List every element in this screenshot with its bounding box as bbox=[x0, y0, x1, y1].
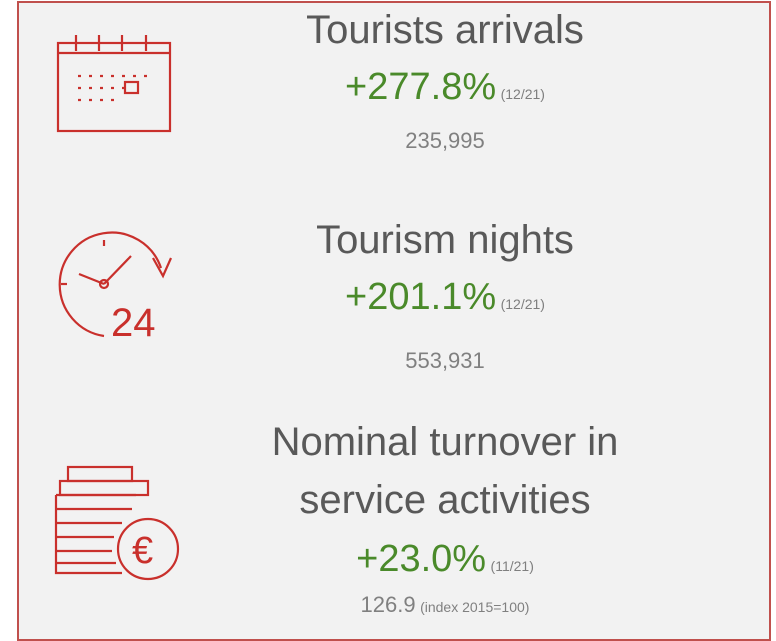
change-line: +277.8% (12/21) bbox=[230, 66, 660, 109]
period: (12/21) bbox=[500, 86, 545, 102]
change: +277.8% bbox=[345, 66, 497, 108]
value-line: 235,995 bbox=[230, 128, 660, 154]
clock-icon: 24 bbox=[58, 231, 173, 345]
value-line: 126.9 (index 2015=100) bbox=[230, 592, 660, 618]
change-line: +23.0% (11/21) bbox=[230, 538, 660, 581]
svg-text:24: 24 bbox=[111, 301, 156, 345]
value-line: 553,931 bbox=[230, 348, 660, 374]
change: +201.1% bbox=[345, 276, 497, 318]
change-line: +201.1% (12/21) bbox=[230, 276, 660, 319]
period: (12/21) bbox=[500, 296, 545, 312]
value: 235,995 bbox=[405, 128, 485, 153]
svg-text:€: € bbox=[132, 530, 153, 572]
note: (index 2015=100) bbox=[420, 599, 530, 615]
item-title: Tourism nights bbox=[316, 218, 574, 262]
calendar-icon bbox=[56, 35, 172, 133]
item-title: service activities bbox=[299, 478, 591, 522]
value: 126.9 bbox=[360, 592, 416, 617]
item-title: Tourists arrivals bbox=[306, 8, 584, 52]
coins-icon: € bbox=[54, 465, 180, 581]
period: (11/21) bbox=[490, 558, 534, 574]
value: 553,931 bbox=[405, 348, 485, 373]
item-title: Nominal turnover in bbox=[271, 420, 619, 464]
change: +23.0% bbox=[356, 538, 487, 580]
panel: 24 € bbox=[17, 1, 771, 641]
